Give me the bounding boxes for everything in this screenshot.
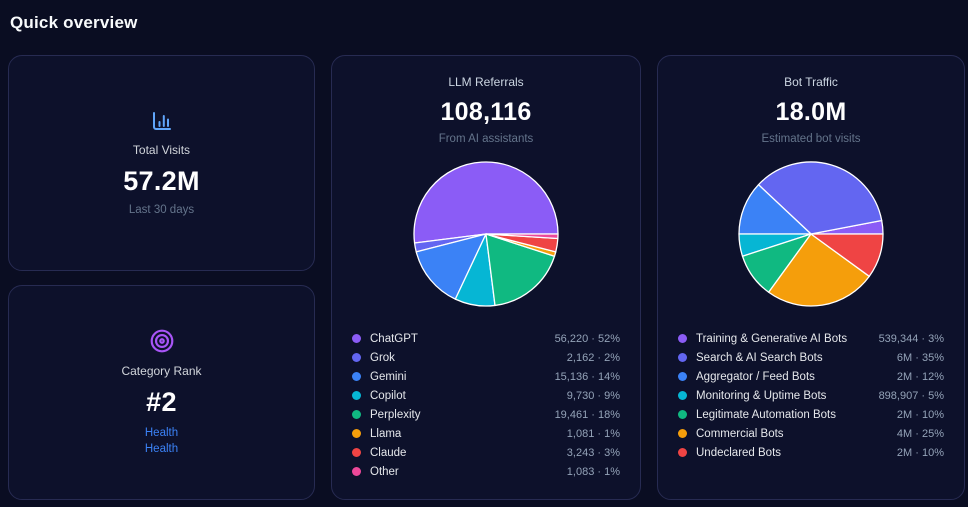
llm-referrals-value: 108,116 — [440, 98, 532, 126]
pie-slice — [810, 233, 884, 277]
legend-color-dot — [352, 467, 361, 476]
legend-item: Training & Generative AI Bots 539,344 · 3… — [678, 329, 944, 348]
legend-value: 2M · 10% — [896, 446, 944, 459]
bot-traffic-title: Bot Traffic — [784, 75, 838, 89]
legend-item: Gemini 15,136 · 14% — [352, 367, 620, 386]
legend-label: Monitoring & Uptime Bots — [696, 389, 827, 402]
page-title: Quick overview — [10, 13, 138, 32]
legend-color-dot — [352, 410, 361, 419]
legend-item: Grok 2,162 · 2% — [352, 348, 620, 367]
pie-slice — [768, 233, 870, 307]
legend-value: 1,081 · 1% — [566, 427, 620, 440]
legend-label: Commercial Bots — [696, 427, 784, 440]
category-link-health-1[interactable]: Health — [144, 426, 179, 439]
category-rank-card: Category Rank #2 Health Health — [8, 284, 315, 500]
legend-value: 9,730 · 9% — [566, 389, 620, 402]
legend-label: Copilot — [370, 389, 406, 402]
pie-slice — [485, 233, 559, 240]
legend-item: Search & AI Search Bots 6M · 35% — [678, 348, 944, 367]
target-icon — [150, 329, 173, 353]
legend-item: Other 1,083 · 1% — [352, 462, 620, 481]
legend-color-dot — [678, 429, 687, 438]
bar-chart-icon — [152, 112, 171, 131]
legend-value: 3,243 · 3% — [566, 446, 620, 459]
bot-traffic-value: 18.0M — [775, 98, 847, 126]
legend-label: Claude — [370, 446, 407, 459]
legend-label: Gemini — [370, 370, 407, 383]
legend-color-dot — [352, 448, 361, 457]
legend-value: 2M · 10% — [896, 408, 944, 421]
overview-grid: Total Visits 57.2M Last 30 days Category… — [0, 33, 968, 500]
legend-label: Training & Generative AI Bots — [696, 332, 848, 345]
legend-item: ChatGPT 56,220 · 52% — [352, 329, 620, 348]
pie-slice — [757, 161, 883, 235]
legend-item: Llama 1,081 · 1% — [352, 424, 620, 443]
legend-color-dot — [678, 410, 687, 419]
llm-referrals-legend: ChatGPT 56,220 · 52% Grok 2,162 · 2% Gemini 1… — [352, 329, 620, 481]
legend-label: ChatGPT — [370, 332, 418, 345]
llm-referrals-title: LLM Referrals — [448, 75, 524, 89]
category-link-health-2[interactable]: Health — [144, 442, 179, 455]
legend-value: 898,907 · 5% — [878, 389, 944, 402]
legend-label: Llama — [370, 427, 402, 440]
legend-label: Other — [370, 465, 399, 478]
legend-color-dot — [678, 448, 687, 457]
legend-item: Claude 3,243 · 3% — [352, 443, 620, 462]
legend-value: 56,220 · 52% — [554, 332, 620, 345]
bot-traffic-card: Bot Traffic 18.0M Estimated bot visits T… — [657, 55, 965, 500]
legend-item: Aggregator / Feed Bots 2M · 12% — [678, 367, 944, 386]
legend-label: Undeclared Bots — [696, 446, 782, 459]
legend-color-dot — [678, 372, 687, 381]
legend-color-dot — [678, 353, 687, 362]
llm-referrals-card: LLM Referrals 108,116 From AI assistants… — [331, 55, 641, 500]
pie-slice — [415, 233, 487, 300]
legend-value: 15,136 · 14% — [554, 370, 620, 383]
legend-color-dot — [352, 372, 361, 381]
legend-label: Aggregator / Feed Bots — [696, 370, 815, 383]
total-visits-label: Total Visits — [132, 143, 191, 158]
total-visits-sublabel: Last 30 days — [128, 204, 195, 217]
bot-traffic-subtitle: Estimated bot visits — [761, 133, 861, 145]
legend-item: Legitimate Automation Bots 2M · 10% — [678, 405, 944, 424]
legend-item: Perplexity 19,461 · 18% — [352, 405, 620, 424]
bot-traffic-pie-chart — [736, 159, 886, 309]
left-column: Total Visits 57.2M Last 30 days Category… — [8, 55, 315, 500]
legend-value: 539,344 · 3% — [878, 332, 944, 345]
legend-label: Search & AI Search Bots — [696, 351, 823, 364]
legend-value: 2M · 12% — [896, 370, 944, 383]
legend-value: 2,162 · 2% — [566, 351, 620, 364]
legend-color-dot — [678, 334, 687, 343]
legend-label: Grok — [370, 351, 395, 364]
category-rank-value: #2 — [146, 386, 177, 417]
legend-label: Legitimate Automation Bots — [696, 408, 836, 421]
llm-referrals-subtitle: From AI assistants — [438, 133, 534, 145]
legend-item: Monitoring & Uptime Bots 898,907 · 5% — [678, 386, 944, 405]
legend-color-dot — [352, 353, 361, 362]
bot-traffic-legend: Training & Generative AI Bots 539,344 · 3… — [678, 329, 944, 462]
legend-color-dot — [678, 391, 687, 400]
legend-color-dot — [352, 429, 361, 438]
legend-label: Perplexity — [370, 408, 421, 421]
legend-color-dot — [352, 334, 361, 343]
category-rank-label: Category Rank — [121, 363, 202, 378]
legend-value: 19,461 · 18% — [554, 408, 620, 421]
legend-value: 4M · 25% — [896, 427, 944, 440]
legend-color-dot — [352, 391, 361, 400]
legend-value: 1,083 · 1% — [566, 465, 620, 478]
pie-slice — [413, 161, 559, 244]
pie-slice — [485, 233, 556, 307]
total-visits-card: Total Visits 57.2M Last 30 days — [8, 55, 315, 271]
llm-referrals-pie-chart — [411, 159, 561, 309]
legend-value: 6M · 35% — [896, 351, 944, 364]
legend-item: Undeclared Bots 2M · 10% — [678, 443, 944, 462]
total-visits-value: 57.2M — [123, 166, 200, 197]
legend-item: Commercial Bots 4M · 25% — [678, 424, 944, 443]
legend-item: Copilot 9,730 · 9% — [352, 386, 620, 405]
